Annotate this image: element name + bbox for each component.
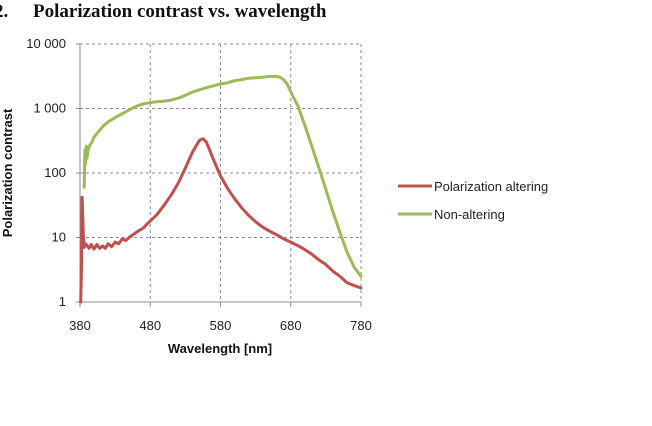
plot-area: 1 10 100 1 000 10 000 380 480 580 680 780 bbox=[26, 36, 372, 333]
x-tick-labels: 380 480 580 680 780 bbox=[69, 318, 372, 333]
y-tick-labels: 1 10 100 1 000 10 000 bbox=[26, 36, 66, 309]
y-tick-label: 100 bbox=[44, 165, 66, 180]
y-tick-label: 10 bbox=[52, 230, 66, 245]
y-tick-label: 1 bbox=[59, 294, 66, 309]
section-number: 2. bbox=[0, 1, 8, 22]
legend: Polarization altering Non-altering bbox=[398, 179, 548, 222]
series-line-polarization-altering bbox=[79, 137, 363, 304]
series-lines bbox=[79, 74, 363, 304]
y-axis-label: Polarization contrast bbox=[0, 108, 15, 237]
x-tick-label: 780 bbox=[350, 318, 372, 333]
y-tick-label: 10 000 bbox=[26, 36, 66, 51]
x-axis-label: Wavelength [nm] bbox=[168, 341, 272, 356]
x-tick-label: 380 bbox=[69, 318, 91, 333]
legend-label-non-altering: Non-altering bbox=[434, 207, 505, 222]
x-tick-label: 680 bbox=[280, 318, 302, 333]
x-tick-label: 580 bbox=[210, 318, 232, 333]
legend-label-polarization-altering: Polarization altering bbox=[434, 179, 548, 194]
y-tick-label: 1 000 bbox=[33, 101, 66, 116]
x-tick-label: 480 bbox=[139, 318, 161, 333]
series-line-non-altering bbox=[82, 74, 363, 278]
chart-title: Polarization contrast vs. wavelength bbox=[33, 1, 327, 22]
